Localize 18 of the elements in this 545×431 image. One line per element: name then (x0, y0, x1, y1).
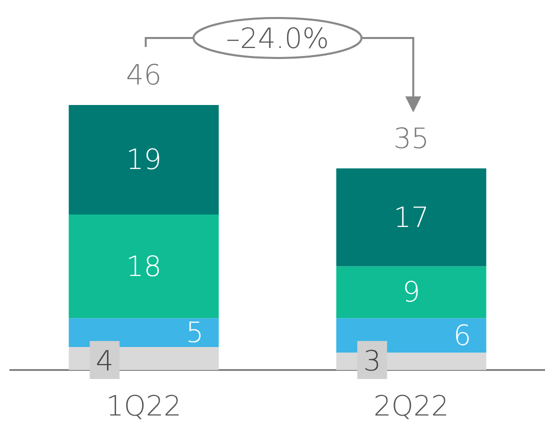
data-label: 17 (393, 200, 430, 234)
total-label: 35 (393, 122, 430, 155)
text: –24.0% (226, 22, 329, 55)
data-label: 4 (96, 344, 114, 378)
data-label: 18 (126, 250, 162, 283)
data-label: 3 (363, 344, 382, 378)
bar (68, 318, 219, 347)
total-label: 46 (126, 58, 162, 92)
bar (68, 214, 219, 318)
x-tick-label: 1Q22 (106, 390, 182, 422)
x-tick-label: 2Q22 (374, 390, 449, 422)
data-label: 5 (186, 316, 204, 350)
bar (336, 168, 486, 266)
bar (336, 266, 486, 318)
data-label: 9 (402, 276, 420, 309)
bar (68, 105, 219, 214)
data-label: 6 (453, 318, 472, 352)
data-label: 19 (126, 143, 162, 176)
